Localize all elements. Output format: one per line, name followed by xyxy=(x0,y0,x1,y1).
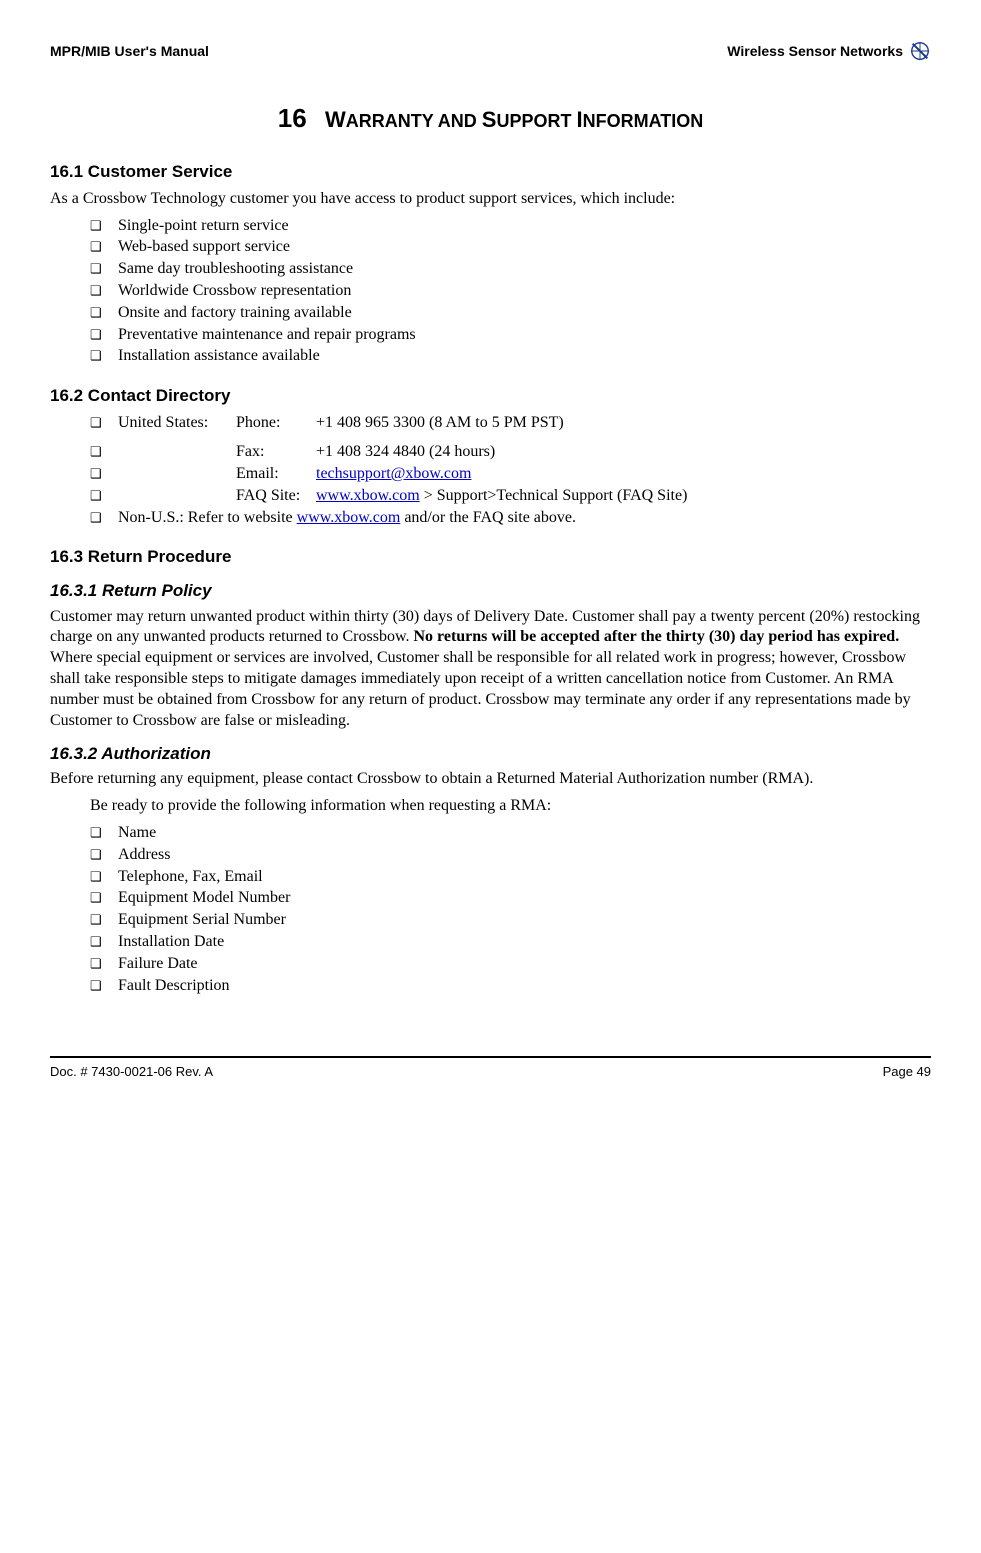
chapter-title: 16 WARRANTY AND SUPPORT INFORMATION xyxy=(50,102,931,136)
list-item: Preventative maintenance and repair prog… xyxy=(90,325,931,346)
section-16-3-heading: 16.3 Return Procedure xyxy=(50,546,931,568)
contact-row: Fax:+1 408 324 4840 (24 hours) xyxy=(90,442,931,463)
chapter-w2: S xyxy=(482,107,497,132)
header-right: Wireless Sensor Networks xyxy=(727,40,931,62)
contact-row: Email:techsupport@xbow.com xyxy=(90,464,931,485)
list-item: Address xyxy=(90,845,931,866)
customer-service-list: Single-point return serviceWeb-based sup… xyxy=(50,216,931,368)
chapter-r2: UPPORT xyxy=(496,111,576,131)
chapter-w1: W xyxy=(325,107,346,132)
authorization-para: Before returning any equipment, please c… xyxy=(50,769,931,790)
contact-method: Fax: xyxy=(236,442,316,463)
header-left: MPR/MIB User's Manual xyxy=(50,42,209,60)
contact-link[interactable]: techsupport@xbow.com xyxy=(316,465,471,482)
chapter-r1: ARRANTY AND xyxy=(346,111,482,131)
contact-nonus: Non-U.S.: Refer to website www.xbow.com … xyxy=(90,508,931,529)
return-policy-para: Customer may return unwanted product wit… xyxy=(50,607,931,732)
section-16-1-heading: 16.1 Customer Service xyxy=(50,161,931,183)
list-item: Same day troubleshooting assistance xyxy=(90,259,931,280)
list-item: Web-based support service xyxy=(90,237,931,258)
contact-region: United States: xyxy=(118,413,236,434)
contact-method: Email: xyxy=(236,464,316,485)
page-footer: Doc. # 7430-0021-06 Rev. A Page 49 xyxy=(50,1056,931,1081)
list-item: Failure Date xyxy=(90,954,931,975)
contact-method: Phone: xyxy=(236,413,316,434)
section-16-1-intro: As a Crossbow Technology customer you ha… xyxy=(50,189,931,210)
contact-value: +1 408 965 3300 (8 AM to 5 PM PST) xyxy=(316,414,564,431)
contact-suffix: > Support>Technical Support (FAQ Site) xyxy=(420,487,688,504)
nonus-pre: Non-U.S.: Refer to website xyxy=(118,509,297,526)
chapter-r3: NFORMATION xyxy=(583,111,704,131)
return-policy-post: Where special equipment or services are … xyxy=(50,649,911,728)
rma-info-list: NameAddressTelephone, Fax, EmailEquipmen… xyxy=(50,823,931,996)
list-item: Telephone, Fax, Email xyxy=(90,867,931,888)
list-item: Worldwide Crossbow representation xyxy=(90,281,931,302)
footer-doc-id: Doc. # 7430-0021-06 Rev. A xyxy=(50,1064,213,1081)
list-item: Installation assistance available xyxy=(90,346,931,367)
contact-directory-list: United States:Phone:+1 408 965 3300 (8 A… xyxy=(50,413,931,528)
footer-page-number: Page 49 xyxy=(883,1064,931,1081)
list-item: Fault Description xyxy=(90,976,931,997)
header-right-text: Wireless Sensor Networks xyxy=(727,42,903,60)
contact-method: FAQ Site: xyxy=(236,486,316,507)
list-item: Single-point return service xyxy=(90,216,931,237)
section-16-2-heading: 16.2 Contact Directory xyxy=(50,385,931,407)
rma-lead: Be ready to provide the following inform… xyxy=(90,796,931,817)
contact-row: United States:Phone:+1 408 965 3300 (8 A… xyxy=(90,413,931,434)
contact-value: +1 408 324 4840 (24 hours) xyxy=(316,443,495,460)
crossbow-logo-icon xyxy=(909,40,931,62)
section-16-3-1-heading: 16.3.1 Return Policy xyxy=(50,580,931,602)
contact-row: FAQ Site:www.xbow.com > Support>Technica… xyxy=(90,486,931,507)
return-policy-bold: No returns will be accepted after the th… xyxy=(413,628,899,645)
list-item: Equipment Model Number xyxy=(90,888,931,909)
list-item: Equipment Serial Number xyxy=(90,910,931,931)
list-item: Onsite and factory training available xyxy=(90,303,931,324)
page-header: MPR/MIB User's Manual Wireless Sensor Ne… xyxy=(50,40,931,62)
list-item: Name xyxy=(90,823,931,844)
contact-link[interactable]: www.xbow.com xyxy=(316,487,420,504)
section-16-3-2-heading: 16.3.2 Authorization xyxy=(50,743,931,765)
chapter-number: 16 xyxy=(278,103,307,133)
list-item: Installation Date xyxy=(90,932,931,953)
nonus-post: and/or the FAQ site above. xyxy=(400,509,576,526)
nonus-link[interactable]: www.xbow.com xyxy=(297,509,401,526)
